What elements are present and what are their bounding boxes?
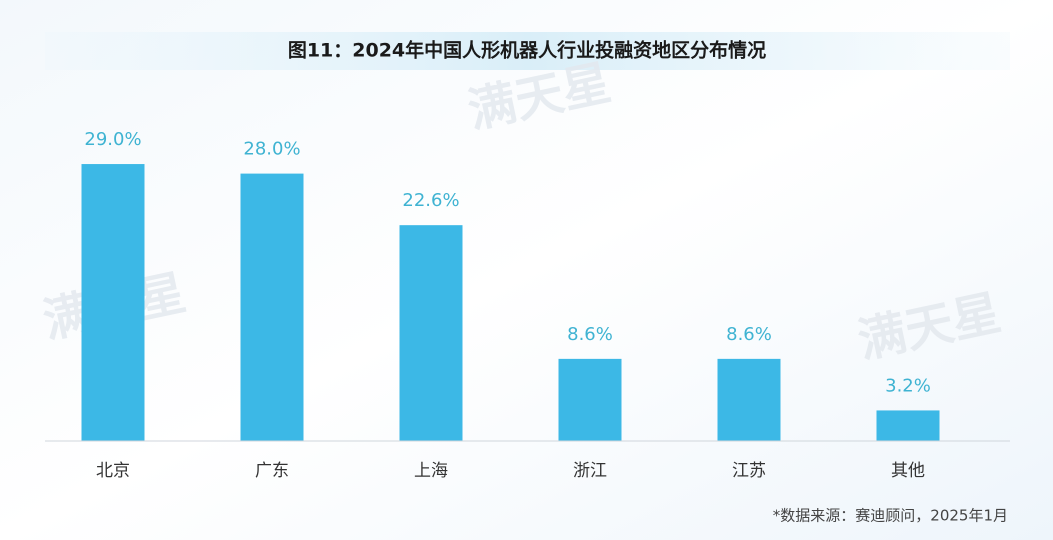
- value-label: 8.6%: [567, 324, 613, 345]
- bar: [876, 410, 940, 441]
- x-tick-label: 广东: [255, 461, 289, 481]
- bar: [399, 225, 463, 441]
- bar: [240, 173, 304, 441]
- value-label: 28.0%: [243, 139, 300, 160]
- x-tick-label: 浙江: [573, 461, 607, 481]
- value-label: 8.6%: [726, 324, 772, 345]
- value-label: 3.2%: [885, 375, 931, 396]
- source-note: *数据来源：赛迪顾问，2025年1月: [773, 507, 1008, 525]
- x-tick-label: 上海: [414, 461, 448, 481]
- value-label: 29.0%: [84, 129, 141, 150]
- bar: [81, 164, 145, 442]
- chart-title: 图11：2024年中国人形机器人行业投融资地区分布情况: [288, 39, 766, 62]
- x-tick-label: 北京: [96, 461, 130, 481]
- title-banner: [45, 32, 1010, 70]
- bar: [717, 358, 781, 441]
- x-tick-label: 江苏: [732, 461, 766, 481]
- bar: [558, 358, 622, 441]
- x-tick-label: 其他: [891, 461, 925, 481]
- value-label: 22.6%: [402, 190, 459, 211]
